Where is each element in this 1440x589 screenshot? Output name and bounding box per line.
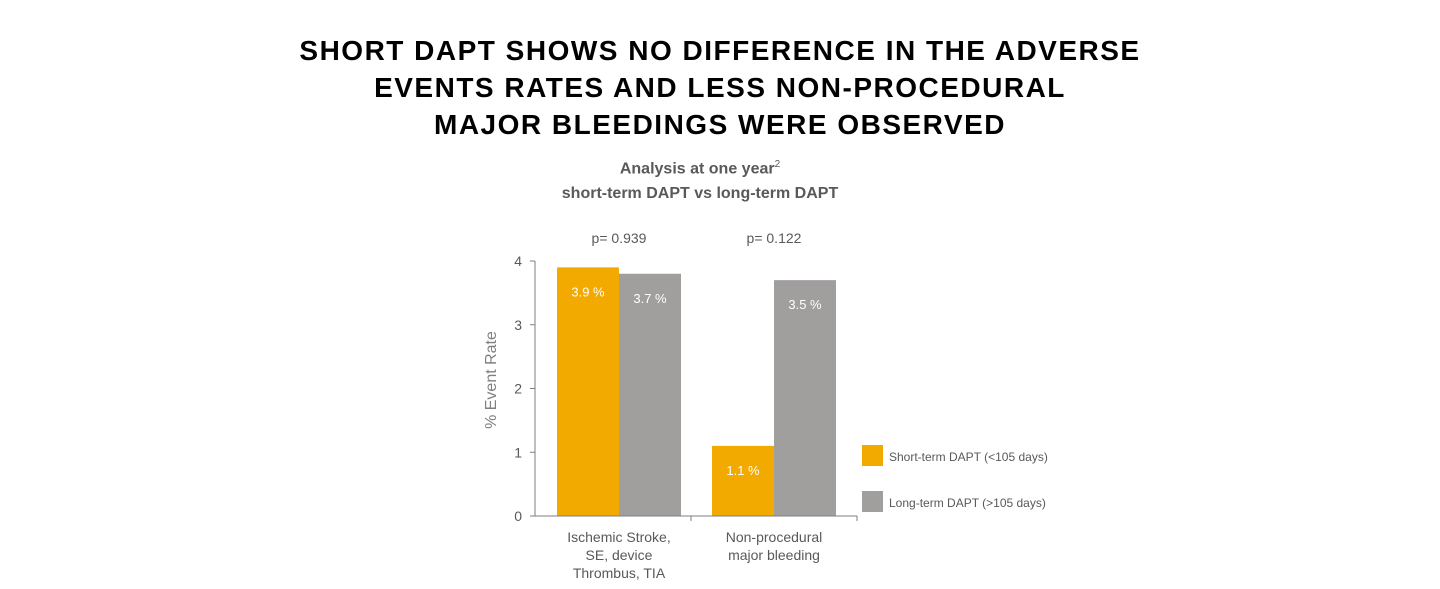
y-axis-label: % Event Rate	[483, 331, 500, 429]
y-tick-label: 0	[514, 508, 522, 524]
p-value-annotation: p= 0.939	[592, 230, 647, 246]
x-tick-label: Thrombus, TIA	[573, 565, 666, 581]
headline-line-3: MAJOR BLEEDINGS WERE OBSERVED	[434, 109, 1006, 140]
y-tick-label: 4	[514, 253, 522, 269]
x-tick-label: major bleeding	[728, 547, 820, 563]
headline-line-1: SHORT DAPT SHOWS NO DIFFERENCE IN THE AD…	[299, 35, 1141, 66]
data-label: 3.5 %	[788, 297, 822, 312]
legend-swatch	[862, 445, 883, 466]
chart-subtitle: Analysis at one year2 short-term DAPT vs…	[0, 152, 1400, 206]
x-tick-label: Non-procedural	[726, 529, 823, 545]
data-label: 1.1 %	[726, 463, 760, 478]
subtitle-line-1: Analysis at one year2	[0, 152, 1400, 181]
data-label: 3.7 %	[633, 291, 667, 306]
subtitle-line-2: short-term DAPT vs long-term DAPT	[561, 185, 839, 203]
legend-label: Long-term DAPT (>105 days)	[889, 496, 1046, 510]
subtitle-superscript: 2	[774, 159, 781, 170]
headline-line-2: EVENTS RATES AND LESS NON-PROCEDURAL	[374, 72, 1066, 103]
y-tick-label: 2	[514, 381, 522, 397]
y-tick-label: 3	[514, 317, 522, 333]
bar	[774, 280, 836, 516]
bar	[557, 267, 619, 516]
x-tick-label: Ischemic Stroke,	[567, 529, 670, 545]
subtitle-line-1-text: Analysis at one year	[619, 160, 775, 178]
page-headline: SHORT DAPT SHOWS NO DIFFERENCE IN THE AD…	[0, 32, 1440, 143]
bar	[619, 273, 681, 516]
bar	[712, 445, 774, 516]
data-label: 3.9 %	[571, 284, 605, 299]
p-value-annotation: p= 0.122	[747, 230, 802, 246]
x-tick-label: SE, device	[586, 547, 653, 563]
legend-swatch	[862, 491, 883, 512]
y-tick-label: 1	[514, 444, 522, 460]
legend-label: Short-term DAPT (<105 days)	[889, 450, 1048, 464]
